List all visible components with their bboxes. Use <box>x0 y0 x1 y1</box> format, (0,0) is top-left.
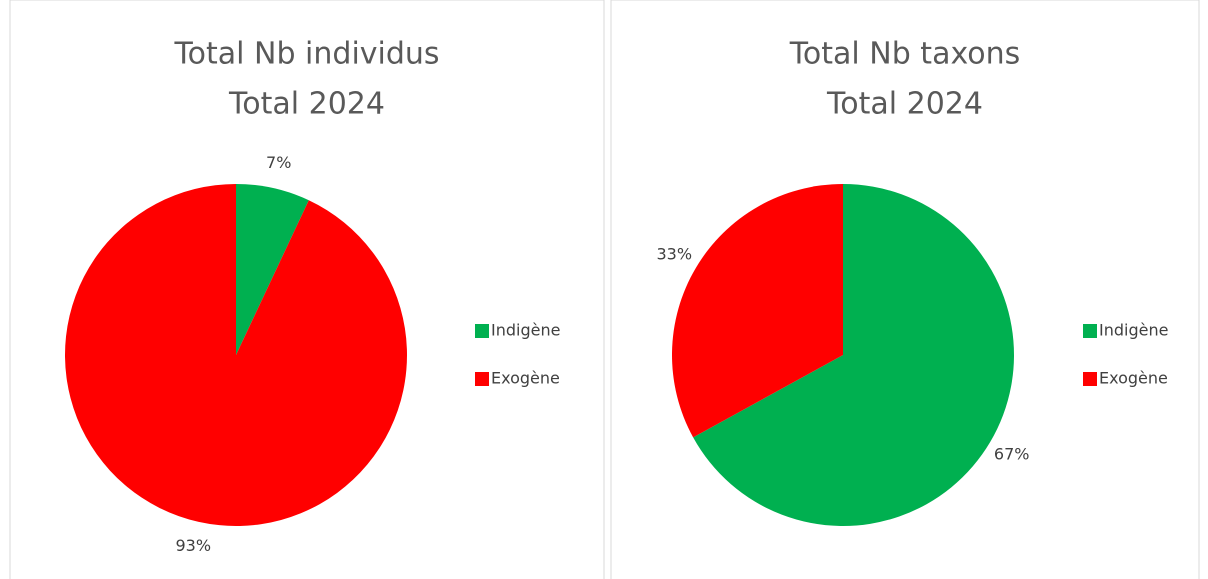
legend-swatch <box>1083 324 1097 338</box>
pie-slice <box>693 184 1015 526</box>
data-label: 93% <box>175 536 211 555</box>
legend-label: Indigène <box>1099 321 1168 340</box>
legend-label: Exogène <box>1099 369 1168 388</box>
pie-slice <box>236 184 309 355</box>
pie-slice <box>672 184 843 438</box>
chart-title: Total Nb individus <box>173 37 439 72</box>
data-label: 67% <box>994 444 1030 463</box>
pie-slice <box>64 184 407 526</box>
data-label: 33% <box>657 245 693 264</box>
chart-subtitle: Total 2024 <box>826 87 983 122</box>
chart-subtitle: Total 2024 <box>228 87 385 122</box>
legend-label: Exogène <box>491 369 560 388</box>
chart-title: Total Nb taxons <box>789 37 1021 72</box>
legend-swatch <box>475 372 489 386</box>
legend-label: Indigène <box>491 321 560 340</box>
data-label: 7% <box>266 153 291 172</box>
legend-swatch <box>475 324 489 338</box>
legend-swatch <box>1083 372 1097 386</box>
